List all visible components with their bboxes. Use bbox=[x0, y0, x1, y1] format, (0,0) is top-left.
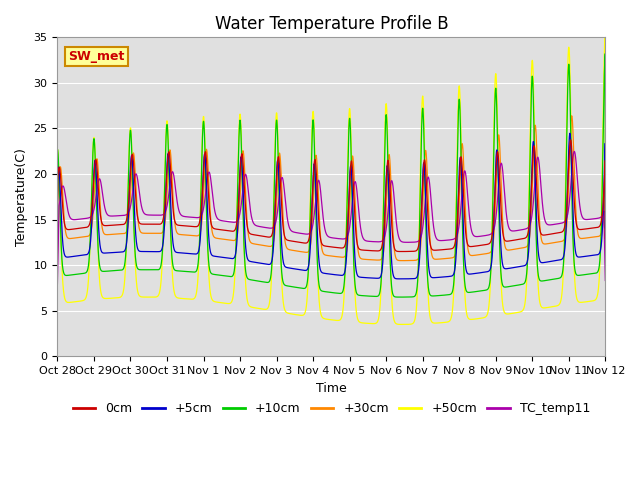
+30cm bbox=[600, 203, 608, 209]
+10cm bbox=[54, 216, 61, 221]
Line: +30cm: +30cm bbox=[58, 116, 605, 265]
+30cm bbox=[594, 234, 602, 240]
+10cm bbox=[602, 152, 609, 157]
+50cm bbox=[600, 60, 608, 65]
0cm bbox=[403, 249, 411, 254]
+5cm bbox=[300, 267, 308, 273]
+30cm bbox=[545, 240, 552, 246]
0cm bbox=[530, 146, 538, 152]
TC_temp11 bbox=[545, 222, 552, 228]
+50cm bbox=[300, 312, 308, 318]
+30cm bbox=[403, 258, 411, 264]
0cm bbox=[602, 235, 609, 241]
+30cm bbox=[300, 249, 308, 255]
+5cm bbox=[530, 139, 538, 145]
+50cm bbox=[545, 304, 552, 310]
+10cm bbox=[530, 105, 538, 110]
+10cm bbox=[545, 277, 552, 283]
+5cm bbox=[403, 276, 411, 282]
+5cm bbox=[54, 246, 61, 252]
+10cm bbox=[397, 294, 404, 300]
0cm bbox=[300, 240, 308, 246]
X-axis label: Time: Time bbox=[316, 382, 347, 395]
+5cm bbox=[594, 252, 602, 257]
Line: +50cm: +50cm bbox=[58, 37, 605, 324]
+5cm bbox=[600, 176, 608, 181]
+30cm bbox=[530, 149, 538, 155]
TC_temp11 bbox=[594, 216, 602, 221]
0cm bbox=[545, 231, 552, 237]
Legend: 0cm, +5cm, +10cm, +30cm, +50cm, TC_temp11: 0cm, +5cm, +10cm, +30cm, +50cm, TC_temp1… bbox=[68, 397, 595, 420]
Text: SW_met: SW_met bbox=[68, 49, 125, 63]
+50cm bbox=[403, 322, 411, 327]
+5cm bbox=[397, 276, 404, 282]
+50cm bbox=[594, 290, 602, 296]
Line: +10cm: +10cm bbox=[58, 54, 605, 297]
+50cm bbox=[399, 322, 406, 327]
+50cm bbox=[601, 35, 609, 40]
TC_temp11 bbox=[403, 240, 411, 245]
Line: 0cm: 0cm bbox=[58, 140, 605, 252]
+10cm bbox=[594, 269, 602, 275]
0cm bbox=[594, 225, 602, 230]
TC_temp11 bbox=[54, 281, 61, 287]
Y-axis label: Temperature(C): Temperature(C) bbox=[15, 148, 28, 246]
+10cm bbox=[403, 294, 411, 300]
+10cm bbox=[300, 286, 308, 291]
+50cm bbox=[530, 85, 538, 91]
+5cm bbox=[602, 225, 609, 231]
+50cm bbox=[54, 216, 61, 221]
TC_temp11 bbox=[530, 198, 538, 204]
+5cm bbox=[566, 131, 573, 136]
+30cm bbox=[54, 263, 61, 268]
TC_temp11 bbox=[600, 219, 608, 225]
TC_temp11 bbox=[570, 148, 578, 154]
0cm bbox=[54, 250, 61, 255]
Line: +5cm: +5cm bbox=[58, 133, 605, 279]
+30cm bbox=[568, 113, 575, 119]
Line: TC_temp11: TC_temp11 bbox=[58, 151, 605, 284]
+10cm bbox=[602, 51, 609, 57]
+50cm bbox=[602, 140, 609, 145]
+10cm bbox=[600, 82, 608, 87]
TC_temp11 bbox=[602, 277, 609, 283]
+30cm bbox=[602, 245, 609, 251]
TC_temp11 bbox=[300, 231, 308, 237]
+5cm bbox=[545, 259, 552, 264]
0cm bbox=[600, 183, 608, 189]
Title: Water Temperature Profile B: Water Temperature Profile B bbox=[214, 15, 448, 33]
0cm bbox=[567, 137, 575, 143]
